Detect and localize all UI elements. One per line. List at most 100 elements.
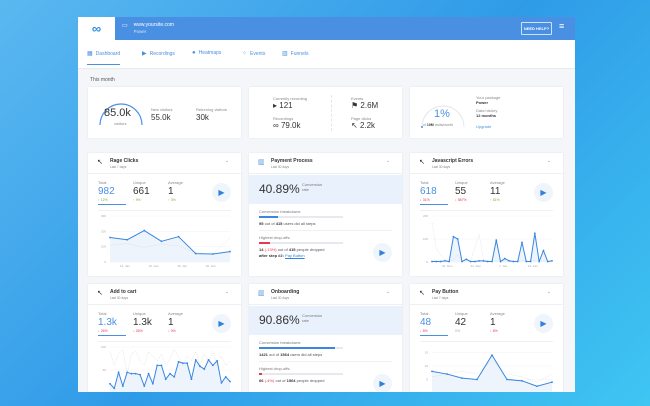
divider bbox=[420, 210, 553, 211]
stat-average: Average 1 ↓ 0% bbox=[168, 311, 183, 333]
data-point bbox=[431, 260, 433, 263]
data-point bbox=[525, 260, 528, 263]
visitors-label: visitors bbox=[114, 121, 127, 126]
stat-label: Average bbox=[490, 180, 505, 185]
chevron-down-icon[interactable]: ⌄ bbox=[546, 158, 551, 164]
data-point bbox=[199, 365, 201, 368]
stat-change: ↓ 26% bbox=[133, 329, 143, 333]
y-tick: 5 bbox=[426, 377, 428, 381]
cursor-click-icon: ↖ bbox=[97, 290, 103, 297]
card-period: Last 30 days bbox=[271, 296, 290, 300]
y-tick: 100 bbox=[101, 345, 106, 349]
data-point bbox=[456, 238, 459, 240]
play-recordings-button[interactable]: ▶ bbox=[212, 183, 231, 202]
cursor-click-icon: ↖ bbox=[419, 290, 425, 297]
main-nav: ▦ Dashboard ▶ Recordings ● Heatmaps ⁘ Events… bbox=[78, 40, 575, 69]
card-title: Add to cart bbox=[110, 289, 137, 295]
t: 10M bbox=[426, 123, 434, 127]
usage-percent: 1% bbox=[434, 108, 450, 120]
chevron-down-icon[interactable]: ⌄ bbox=[224, 158, 229, 164]
need-help-button[interactable]: NEED HELP? bbox=[521, 22, 552, 35]
stat-change: ↑ 81% bbox=[490, 198, 500, 202]
card-title: Onboarding bbox=[271, 289, 300, 295]
logo-icon[interactable]: ∞ bbox=[78, 17, 115, 40]
dropoff-label: Highest drop-offs: bbox=[259, 235, 291, 240]
chevron-down-icon[interactable]: ⌄ bbox=[546, 289, 551, 295]
card-header: ↖ Rage Clicks Last 7 days ⌄ bbox=[88, 153, 241, 174]
dropoff-bar bbox=[259, 242, 343, 244]
data-point bbox=[134, 372, 137, 375]
t: 415 bbox=[288, 247, 296, 252]
data-point bbox=[164, 378, 167, 381]
stat-value: 1 bbox=[168, 186, 174, 197]
data-point bbox=[130, 372, 133, 375]
play-recordings-button[interactable]: ▶ bbox=[373, 243, 392, 262]
data-point bbox=[207, 358, 210, 361]
play-recordings-button[interactable]: ▶ bbox=[534, 314, 553, 333]
card-title: Rage Clicks bbox=[110, 158, 139, 164]
hamburger-menu-icon[interactable]: ≡ bbox=[559, 21, 565, 31]
chevron-down-icon[interactable]: ⌄ bbox=[224, 289, 229, 295]
card-title: Javascript Errors bbox=[432, 158, 474, 164]
stat-change: ↓ 587% bbox=[455, 198, 467, 202]
stat-value: 618 bbox=[420, 186, 437, 197]
stat-label: Unique bbox=[133, 311, 146, 316]
funnel-icon: ▥ bbox=[258, 159, 265, 166]
previous-series-line bbox=[109, 348, 231, 375]
stat-total: Total 618 ↓ 31% bbox=[420, 180, 437, 202]
t: (-13%) bbox=[264, 247, 277, 252]
pay-chart: 15 10 5 bbox=[425, 350, 553, 392]
card-header: ↖ Javascript Errors Last 30 days ⌄ bbox=[410, 153, 563, 174]
visitors-card: 85.0k visitors New visitors 55.0k Return… bbox=[88, 87, 241, 138]
tab-heatmaps[interactable]: ● Heatmaps bbox=[192, 50, 221, 56]
dropoff-label: Highest drop-offs: bbox=[259, 366, 291, 371]
selected-stat-underline bbox=[98, 204, 126, 205]
series-line bbox=[109, 230, 231, 255]
events-label: Events bbox=[351, 96, 364, 101]
data-point bbox=[113, 387, 116, 390]
tab-label: Funnels bbox=[290, 50, 309, 57]
conversion-rate-label: Conversion rate bbox=[302, 313, 323, 323]
t: (-4%) bbox=[264, 378, 275, 383]
stat-change: ↓ 0% bbox=[168, 329, 176, 333]
data-point bbox=[143, 385, 146, 387]
chevron-down-icon[interactable]: ⌄ bbox=[385, 289, 390, 295]
site-selector[interactable]: ▭ www.yoursite.com Power bbox=[122, 22, 174, 34]
data-point bbox=[216, 359, 219, 362]
selected-stat-underline bbox=[420, 335, 448, 336]
funnel-icon: ▥ bbox=[282, 51, 288, 57]
data-point bbox=[476, 378, 478, 381]
play-recordings-button[interactable]: ▶ bbox=[212, 314, 231, 333]
stat-total: Total 982 ↑ 12% bbox=[98, 180, 115, 202]
stat-value: 661 bbox=[133, 186, 150, 197]
conversion-rate: 40.89% bbox=[259, 182, 300, 196]
dropoff-text: 66 (-4%) out of 1564 people dropped bbox=[259, 378, 324, 383]
play-recordings-button[interactable]: ▶ bbox=[373, 374, 392, 392]
data-point bbox=[551, 259, 553, 262]
stat-value: 1 bbox=[168, 317, 174, 328]
data-point bbox=[435, 260, 438, 263]
data-point bbox=[143, 229, 146, 232]
breakdown-text: 95 out of 415 users did all steps bbox=[259, 221, 316, 226]
t: 1564 bbox=[286, 378, 296, 383]
recordings-value: ∞ 79.0k bbox=[273, 121, 301, 130]
data-point bbox=[181, 362, 184, 364]
stat-label: Unique bbox=[133, 180, 146, 185]
conversion-rate-panel: 90.86% Conversion rate bbox=[249, 306, 402, 335]
tab-recordings[interactable]: ▶ Recordings bbox=[142, 50, 175, 58]
heatmap-icon: ● bbox=[192, 50, 196, 56]
data-point bbox=[211, 253, 214, 255]
upgrade-link[interactable]: Upgrade bbox=[476, 124, 492, 129]
tab-events[interactable]: ⁘ Events bbox=[242, 50, 265, 58]
t: of bbox=[423, 123, 426, 127]
y-tick: 50 bbox=[103, 368, 107, 372]
step-link[interactable]: Pay Button bbox=[285, 253, 305, 258]
data-point bbox=[194, 252, 197, 255]
data-point bbox=[446, 373, 448, 375]
t: after step #2: bbox=[259, 253, 284, 258]
chevron-down-icon[interactable]: ⌄ bbox=[385, 158, 390, 164]
play-recordings-button[interactable]: ▶ bbox=[534, 183, 553, 202]
tab-dashboard[interactable]: ▦ Dashboard bbox=[87, 50, 121, 65]
tab-funnels[interactable]: ▥ Funnels bbox=[282, 50, 309, 58]
stat-value: 48 bbox=[420, 317, 432, 328]
